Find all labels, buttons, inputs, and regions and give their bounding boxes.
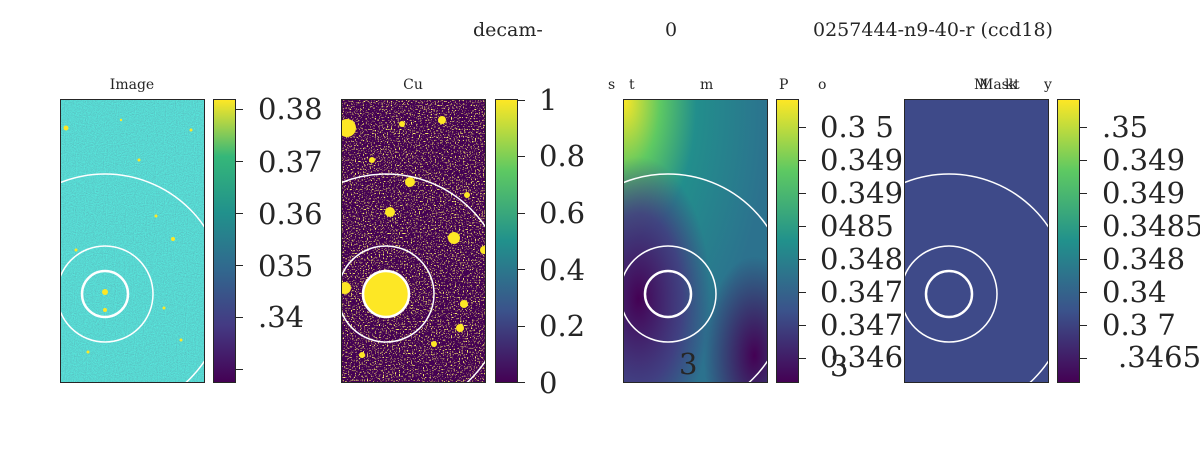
image-colorbar-tick-label: 0.38	[258, 92, 323, 126]
panel-4	[904, 99, 1049, 383]
image-colorbar-tick-label: .34	[258, 300, 305, 334]
cu-colorbar-tickmark	[518, 213, 525, 214]
panel-4-colorbar-tickmark	[1080, 160, 1087, 161]
panel-3-colorbar-tickmark	[799, 292, 806, 293]
cu-colorbar-tickmark	[518, 269, 525, 270]
panel-3-colorbar-tick-label: 0.348	[820, 242, 904, 276]
image-colorbar-tickmark	[236, 213, 243, 214]
panel-3-overlay-label: 3	[679, 347, 698, 381]
panel-4-title-fragment: t	[1014, 77, 1020, 93]
cu-colorbar-tickmark	[518, 156, 525, 157]
image-colorbar-tick-label: 0.36	[258, 197, 323, 231]
panel-4-colorbar-tickmark	[1080, 259, 1087, 260]
panel-4-title-fragment: M	[974, 77, 989, 93]
figure-title-right: 0257444-n9-40-r (ccd18)	[813, 19, 1053, 41]
cu-colorbar-tick-label: 0.4	[539, 253, 586, 287]
panel-3-title-fragment: o	[818, 77, 827, 93]
panel-4-colorbar-tickmark	[1080, 193, 1087, 194]
panel-4-colorbar	[1057, 99, 1080, 383]
panel-4-colorbar-tick-label: .35	[1102, 110, 1149, 144]
image-colorbar	[213, 99, 236, 383]
panel-4-colorbar-tick-label: 0.348	[1102, 242, 1186, 276]
panel-4-colorbar-tick-label: 0.349	[1102, 143, 1186, 177]
mask-plot	[905, 173, 1048, 382]
image-colorbar-tickmark	[236, 265, 243, 266]
panel-4-title-fragment: Mask	[979, 77, 1018, 93]
panel-4-colorbar-tick-label: .3465	[1118, 340, 1200, 374]
panel-3-colorbar-tickmark	[799, 160, 806, 161]
image-noise-plot	[61, 100, 204, 382]
image-colorbar-tickmark	[236, 317, 243, 318]
panel-3-colorbar-tick-label: 0.347	[820, 308, 904, 342]
cu-colorbar-tickmark	[518, 382, 525, 383]
panel-4-colorbar-tick-label: 0.34	[1102, 275, 1167, 309]
panel-3-colorbar-tick-label: 0485	[820, 209, 894, 243]
panel-4-colorbar-tick-label: 0.349	[1102, 176, 1186, 210]
panel-cu-title: Cu	[403, 77, 423, 93]
panel-4-colorbar-tickmark	[1080, 358, 1087, 359]
panel-3-colorbar-tick-label: 0.349	[820, 176, 904, 210]
panel-image-title: Image	[109, 77, 155, 93]
panel-3	[623, 99, 768, 383]
panel-4-title-fragment: y	[1044, 77, 1052, 93]
cu-colorbar-tickmark	[518, 100, 525, 101]
panel-3-colorbar-tickmark	[799, 358, 806, 359]
image-colorbar-tick-label: 035	[258, 249, 314, 283]
panel-cu	[341, 99, 486, 383]
image-colorbar-tickmark	[236, 369, 243, 370]
cu-colorbar-tick-label: 1	[539, 83, 558, 117]
panel-3-extra-label: 3	[830, 349, 849, 383]
panel-4-colorbar-tick-label: 0.3485	[1102, 209, 1200, 243]
cu-binary-plot	[342, 100, 485, 382]
panel-3-colorbar-tick-label: 0.3 5	[820, 110, 894, 144]
cu-colorbar-tick-label: 0	[539, 366, 558, 400]
cu-colorbar-tick-label: 0.2	[539, 309, 586, 343]
cu-colorbar-tick-label: 0.6	[539, 196, 586, 230]
figure-title-middle: 0	[665, 19, 678, 41]
cu-colorbar	[495, 99, 518, 383]
panel-4-colorbar-tickmark	[1080, 325, 1087, 326]
figure-title-left: decam-	[473, 19, 543, 41]
panel-3-colorbar-tickmark	[799, 325, 806, 326]
panel-4-title-fragment: k	[1005, 77, 1014, 93]
panel-3-title-fragment: m	[700, 77, 714, 93]
smooth-background-plot	[624, 100, 767, 382]
panel-3-colorbar-tickmark	[799, 259, 806, 260]
panel-4-colorbar-tickmark	[1080, 292, 1087, 293]
panel-3-title-fragment: P	[779, 77, 789, 93]
cu-colorbar-tick-label: 0.8	[539, 139, 586, 173]
panel-4-colorbar-tickmark	[1080, 127, 1087, 128]
panel-3-title-fragment: t	[629, 77, 635, 93]
panel-3-colorbar	[776, 99, 799, 383]
image-colorbar-tickmark	[236, 161, 243, 162]
cu-colorbar-tickmark	[518, 326, 525, 327]
panel-image	[60, 99, 205, 383]
panel-3-colorbar-tickmark	[799, 193, 806, 194]
panel-4-colorbar-tickmark	[1080, 226, 1087, 227]
panel-3-colorbar-tickmark	[799, 226, 806, 227]
image-colorbar-tick-label: 0.37	[258, 145, 323, 179]
panel-4-colorbar-tick-label: 0.3 7	[1102, 308, 1176, 342]
panel-3-colorbar-tickmark	[799, 127, 806, 128]
panel-3-title-fragment: s	[608, 77, 616, 93]
image-colorbar-tickmark	[236, 109, 243, 110]
